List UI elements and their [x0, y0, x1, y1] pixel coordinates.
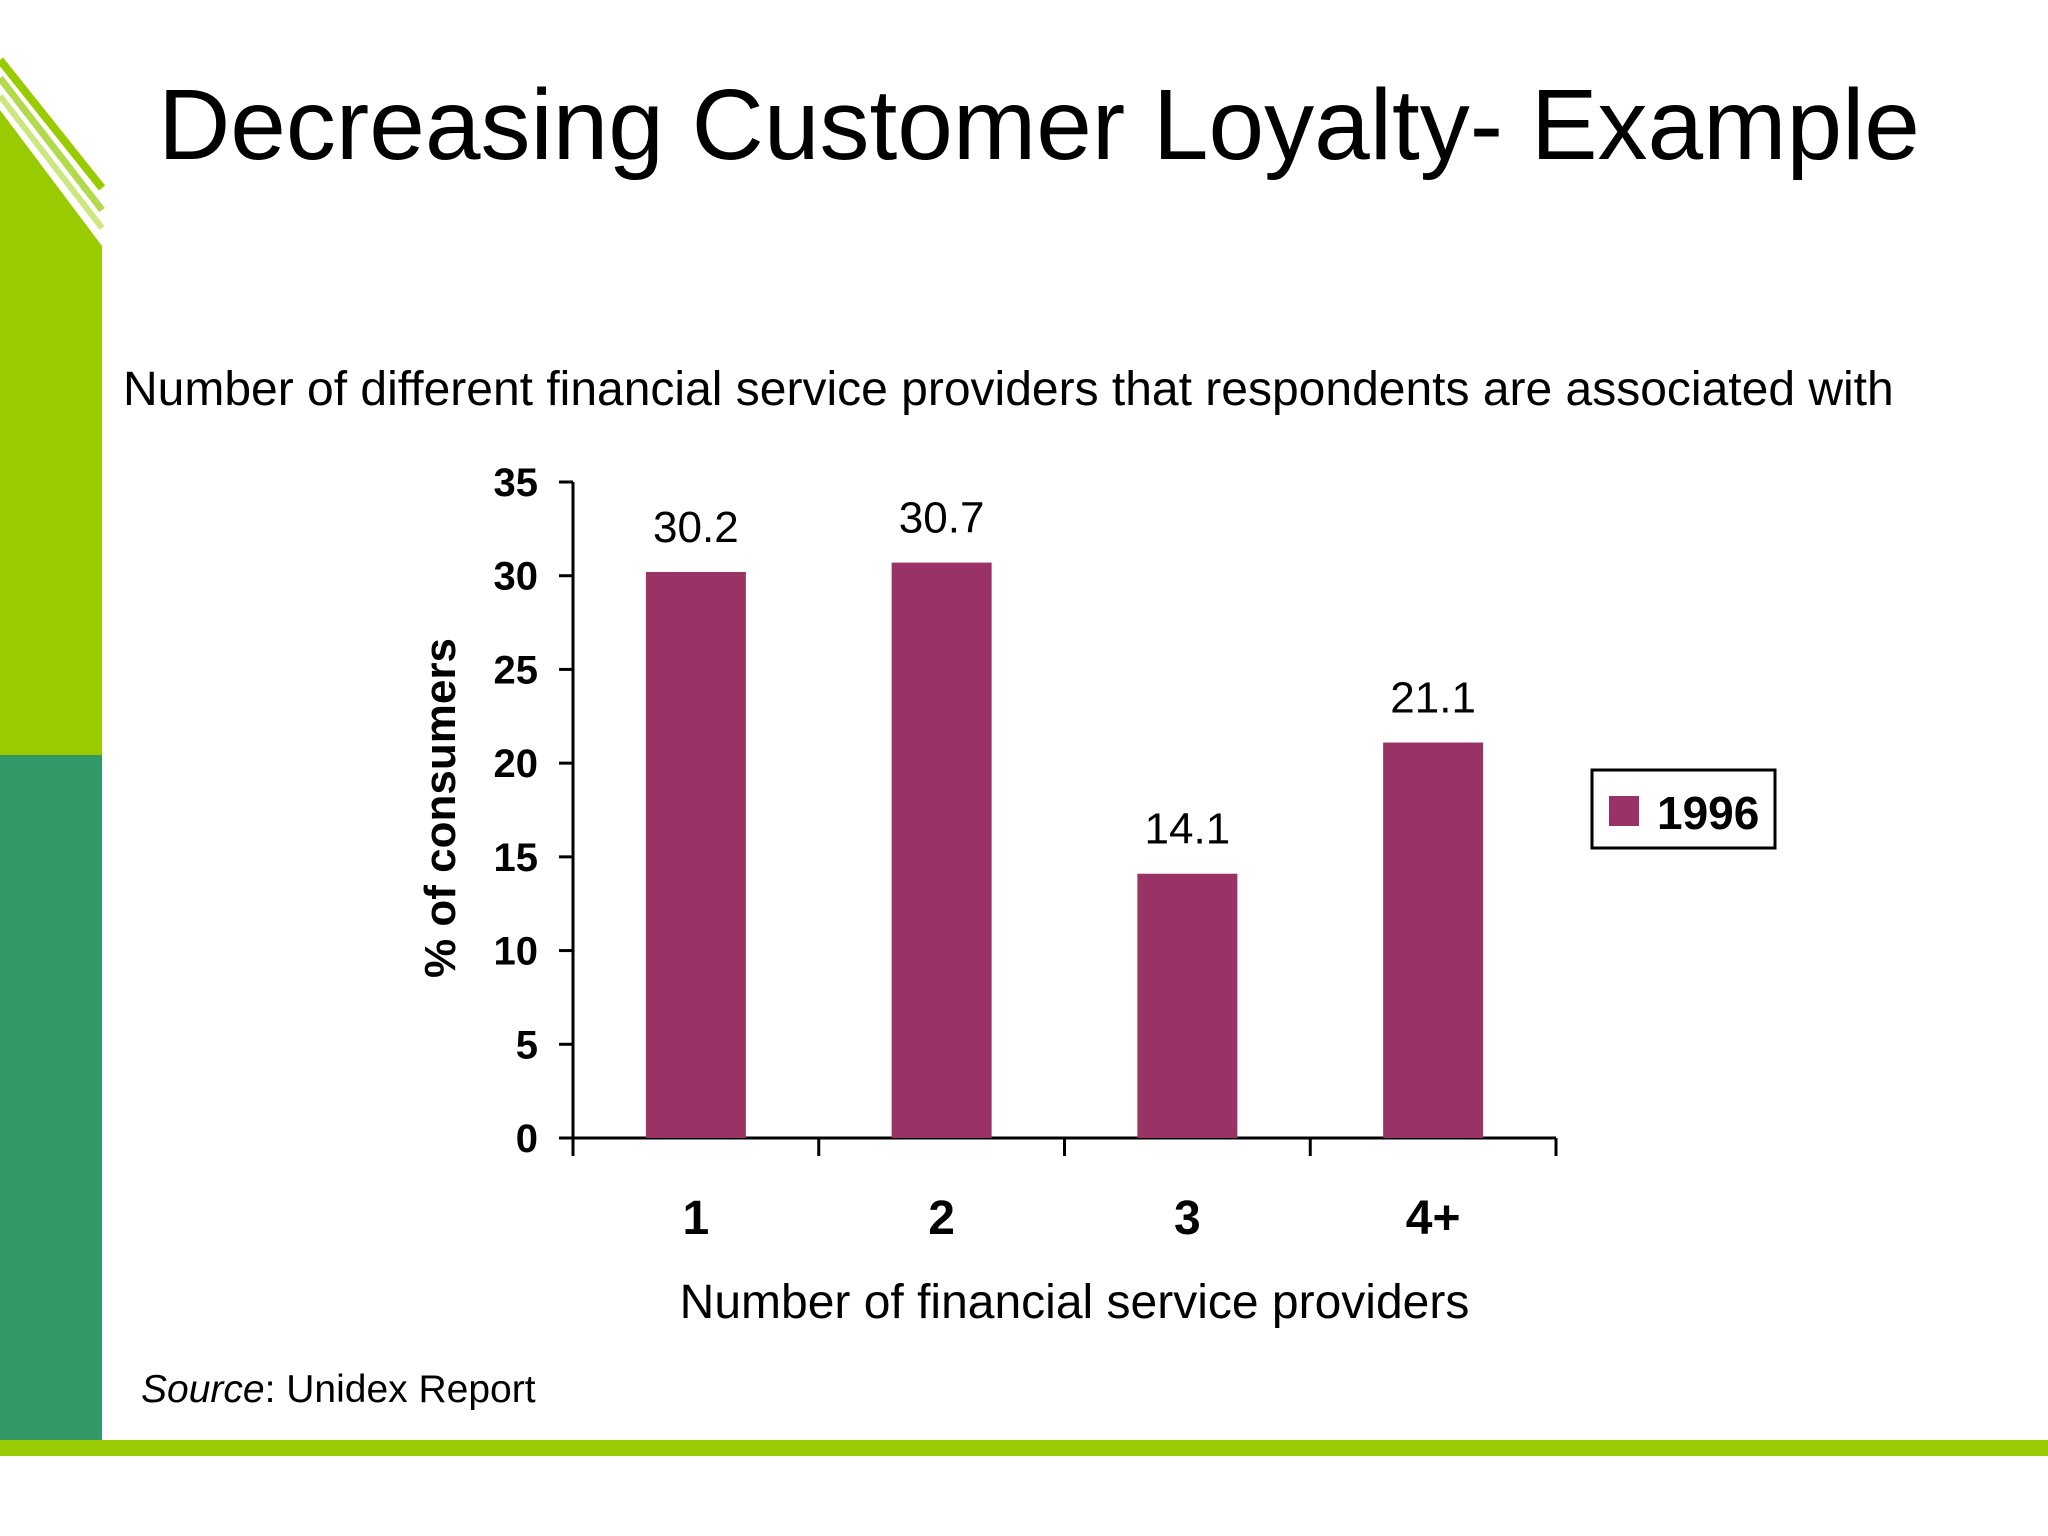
- bar: [1383, 742, 1484, 1138]
- x-axis-title: Number of financial service providers: [680, 1276, 1470, 1329]
- source-note: Source: Unidex Report: [141, 1366, 536, 1414]
- corner-stripe-3: [0, 94, 105, 230]
- left-bar-green: [0, 755, 102, 1440]
- data-label: 30.2: [653, 503, 739, 552]
- y-tick-label: 0: [516, 1117, 538, 1161]
- chart-subtitle: Number of different financial service pr…: [123, 363, 1894, 416]
- bar: [1137, 873, 1238, 1138]
- y-tick-label: 20: [494, 742, 539, 786]
- slide-title: Decreasing Customer Loyalty- Example: [158, 69, 1920, 181]
- corner-stripe-1: [0, 57, 106, 191]
- source-label: Source: [141, 1368, 265, 1411]
- x-tick-label: 1: [683, 1192, 710, 1245]
- legend-swatch: [1609, 796, 1639, 826]
- x-tick-label: 4+: [1406, 1192, 1461, 1245]
- x-tick-label: 2: [928, 1192, 955, 1245]
- y-tick-label: 35: [494, 461, 539, 505]
- y-tick-label: 30: [494, 555, 539, 599]
- y-tick-label: 5: [516, 1023, 538, 1067]
- bar: [891, 562, 992, 1138]
- data-label: 30.7: [899, 494, 985, 543]
- y-tick-label: 10: [494, 930, 539, 974]
- y-tick-label: 25: [494, 648, 539, 692]
- x-tick-label: 3: [1174, 1192, 1201, 1245]
- data-label: 14.1: [1145, 805, 1231, 854]
- legend-label: 1996: [1657, 787, 1759, 839]
- y-tick-label: 15: [494, 836, 539, 880]
- bottom-rule: [0, 1440, 2048, 1456]
- source-text: : Unidex Report: [264, 1368, 536, 1411]
- y-axis-title: % of consumers: [416, 638, 465, 978]
- corner-stripe-2: [0, 75, 105, 213]
- bar: [645, 571, 746, 1138]
- data-label: 21.1: [1390, 674, 1476, 723]
